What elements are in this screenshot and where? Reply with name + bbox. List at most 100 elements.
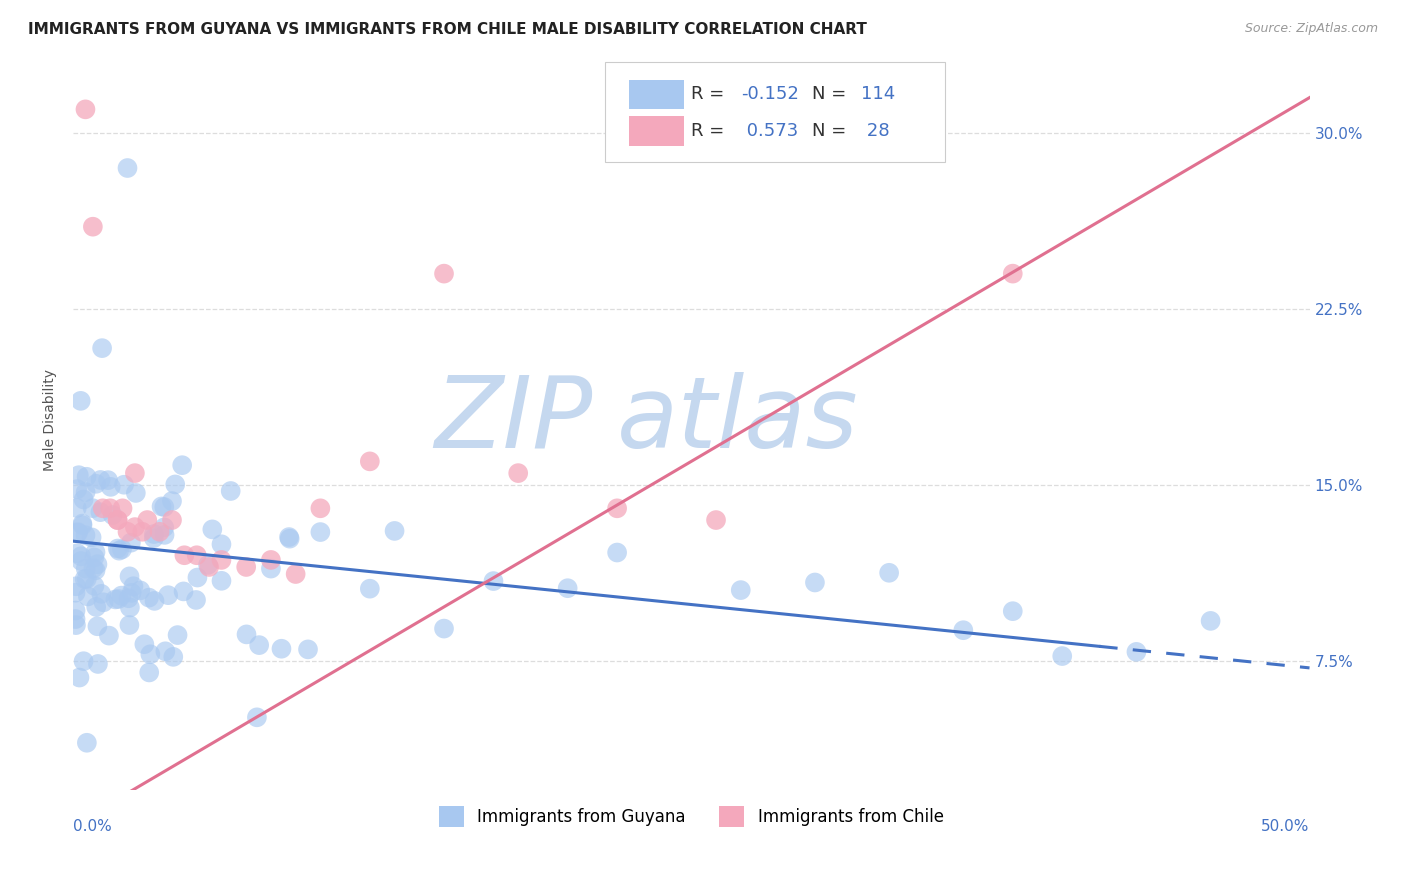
Point	[284, 567, 307, 582]
Point	[124, 520, 146, 534]
Point	[1001, 604, 1024, 618]
Point	[83, 579, 105, 593]
FancyBboxPatch shape	[605, 62, 945, 161]
Point	[97, 473, 120, 487]
Point	[65, 579, 87, 593]
Point	[211, 574, 233, 588]
Point	[107, 541, 129, 556]
Point	[66, 546, 89, 560]
Point	[84, 476, 107, 491]
Point	[118, 569, 141, 583]
FancyBboxPatch shape	[630, 117, 683, 146]
Point	[155, 644, 177, 658]
Point	[82, 219, 104, 234]
Text: R =: R =	[692, 86, 730, 103]
Point	[75, 528, 97, 542]
Point	[606, 545, 628, 559]
Point	[82, 561, 104, 575]
Point	[246, 710, 269, 724]
Point	[124, 466, 146, 480]
Point	[606, 501, 628, 516]
Point	[80, 530, 103, 544]
Point	[278, 530, 301, 544]
Point	[309, 501, 332, 516]
Point	[117, 161, 139, 175]
Point	[86, 558, 108, 572]
Point	[66, 525, 89, 540]
Point	[138, 591, 160, 605]
Point	[211, 553, 233, 567]
Point	[118, 618, 141, 632]
Point	[173, 548, 195, 562]
Point	[165, 477, 187, 491]
Point	[82, 501, 104, 516]
Text: 0.573: 0.573	[741, 122, 799, 140]
Point	[101, 508, 124, 522]
Point	[173, 584, 195, 599]
Point	[235, 560, 257, 574]
Point	[117, 591, 139, 606]
Point	[72, 518, 94, 533]
Point	[160, 513, 183, 527]
Point	[136, 513, 159, 527]
Point	[184, 593, 207, 607]
Point	[65, 603, 87, 617]
Point	[153, 500, 176, 514]
Point	[111, 501, 134, 516]
Point	[730, 583, 752, 598]
Point	[149, 524, 172, 539]
Point	[84, 599, 107, 614]
Point	[72, 654, 94, 668]
Point	[121, 586, 143, 600]
Point	[76, 469, 98, 483]
Point	[76, 736, 98, 750]
Point	[97, 629, 120, 643]
Point	[69, 393, 91, 408]
Point	[297, 642, 319, 657]
Point	[83, 550, 105, 565]
Point	[186, 570, 208, 584]
Point	[107, 592, 129, 607]
FancyBboxPatch shape	[630, 79, 683, 109]
Point	[86, 619, 108, 633]
Point	[162, 649, 184, 664]
Text: 0.0%: 0.0%	[73, 820, 112, 835]
Point	[309, 524, 332, 539]
Text: 28: 28	[860, 122, 890, 140]
Point	[65, 618, 87, 632]
Point	[952, 624, 974, 638]
Point	[110, 589, 132, 603]
Point	[153, 528, 176, 542]
Point	[117, 524, 139, 539]
Point	[90, 587, 112, 601]
Point	[143, 594, 166, 608]
Point	[1001, 267, 1024, 281]
Point	[704, 513, 727, 527]
Point	[69, 671, 91, 685]
Point	[75, 103, 97, 117]
Point	[211, 537, 233, 551]
Point	[91, 501, 114, 516]
Point	[804, 575, 827, 590]
Point	[247, 638, 270, 652]
Point	[65, 585, 87, 599]
Point	[359, 582, 381, 596]
Text: IMMIGRANTS FROM GUYANA VS IMMIGRANTS FROM CHILE MALE DISABILITY CORRELATION CHAR: IMMIGRANTS FROM GUYANA VS IMMIGRANTS FRO…	[28, 22, 868, 37]
Point	[65, 612, 87, 626]
Point	[111, 542, 134, 557]
Point	[172, 458, 194, 473]
Point	[120, 535, 142, 549]
Point	[84, 563, 107, 577]
Point	[134, 637, 156, 651]
Point	[73, 572, 96, 586]
Point	[129, 583, 152, 598]
Point	[89, 505, 111, 519]
Point	[260, 561, 283, 575]
Point	[1125, 645, 1147, 659]
Point	[433, 622, 456, 636]
Text: atlas: atlas	[617, 372, 859, 469]
Text: N =: N =	[813, 122, 852, 140]
Point	[201, 522, 224, 536]
Point	[91, 341, 114, 355]
Point	[235, 627, 257, 641]
